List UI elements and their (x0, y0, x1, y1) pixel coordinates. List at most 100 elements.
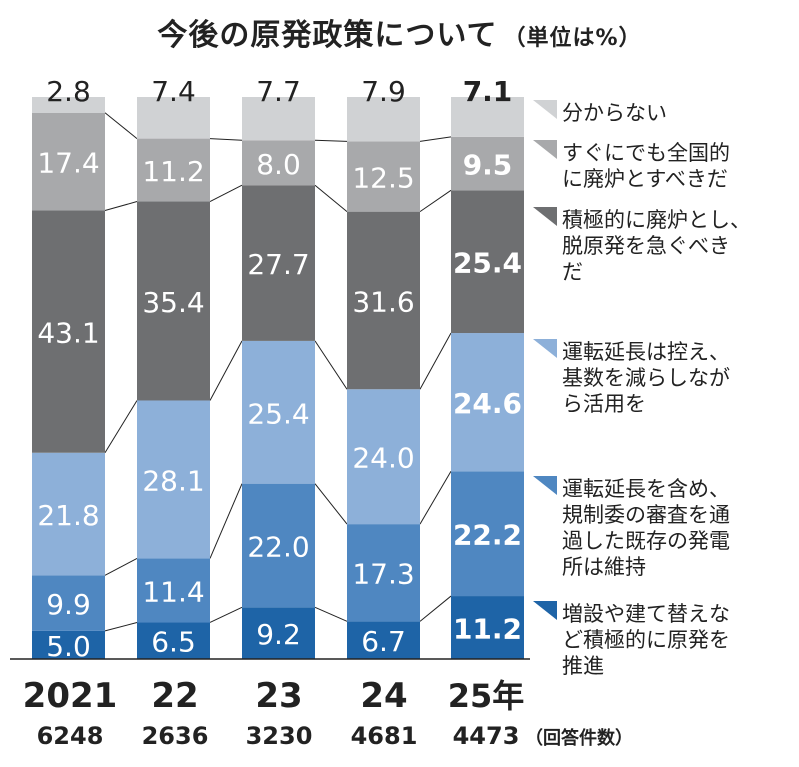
value-label: 25.4 (247, 397, 309, 430)
connector-line (209, 606, 243, 623)
bar-segment-abolish_immediately (242, 140, 315, 186)
connector-line (419, 471, 452, 525)
legend-label-maintain_existing: 所は維持 (562, 555, 646, 579)
value-label: 12.5 (352, 162, 414, 195)
legend-marker-uncertain (533, 100, 557, 119)
value-label: 9.5 (463, 149, 513, 182)
value-label: 24.6 (453, 387, 522, 420)
legend-label-abolish_actively: 積極的に廃炉とし、 (562, 208, 751, 232)
connector-line (419, 332, 452, 390)
value-label: 43.1 (37, 317, 99, 350)
connector-line (314, 340, 348, 390)
connector-line (314, 483, 348, 525)
category-label: 22 (151, 676, 198, 716)
bar-segment-extend_but_restrain (451, 333, 524, 472)
connector-line (104, 557, 138, 576)
value-label: 17.4 (37, 147, 99, 180)
legend-marker-promote (533, 601, 557, 620)
bar-segment-uncertain (32, 97, 105, 113)
connector-line (104, 112, 138, 139)
category-label: 24 (360, 676, 407, 716)
bar-segment-promote (137, 622, 210, 659)
value-label: 6.7 (361, 625, 406, 658)
legend-label-extend_but_restrain: 基数を減らしなが (562, 366, 730, 390)
legend-label-maintain_existing: 過した既存の発電 (562, 529, 730, 553)
chart-title-wrap: 今後の原発政策について （単位は%） (0, 10, 799, 54)
bar-segment-uncertain (242, 97, 315, 141)
connector-line (209, 483, 243, 559)
value-label: 7.1 (463, 75, 513, 108)
bar-segment-promote (451, 596, 524, 659)
bar-segment-maintain_existing (242, 483, 315, 608)
value-label: 7.9 (361, 75, 406, 108)
bar-segment-abolish_immediately (451, 136, 524, 191)
value-label: 31.6 (352, 285, 414, 318)
category-label: 2021 (23, 676, 118, 716)
bar-segment-abolish_actively (137, 201, 210, 401)
bar-segment-abolish_immediately (137, 138, 210, 202)
connector-line (209, 138, 243, 141)
value-label: 28.1 (142, 464, 204, 497)
value-label: 8.0 (256, 148, 301, 181)
legend-label-extend_but_restrain: 運転延長は控え、 (562, 340, 730, 364)
respondent-count: 6248 (37, 722, 104, 750)
connector-line (209, 184, 243, 202)
connector-line (314, 606, 348, 622)
connector-line (314, 139, 348, 142)
connector-line (314, 184, 348, 213)
value-label: 25.4 (453, 247, 522, 280)
legend-label-promote: ど積極的に原発を (562, 628, 730, 652)
bar-segment-promote (242, 607, 315, 659)
value-label: 11.4 (142, 575, 204, 608)
value-label: 22.0 (247, 530, 309, 563)
legend-label-extend_but_restrain: ら活用を (562, 392, 646, 416)
bar-segment-abolish_immediately (32, 112, 105, 211)
legend-label-uncertain: 分からない (562, 101, 667, 125)
legend-label-abolish_actively: 脱原発を急ぐべき (562, 234, 730, 258)
bar-segment-uncertain (137, 97, 210, 139)
chart-unit: （単位は%） (503, 26, 642, 51)
legend-label-maintain_existing: 運転延長を含め、 (562, 477, 730, 501)
legend-marker-maintain_existing (533, 476, 557, 495)
value-label: 11.2 (453, 613, 522, 646)
bar-segment-maintain_existing (347, 524, 420, 622)
bar-segment-abolish_actively (347, 211, 420, 390)
bar-segment-extend_but_restrain (32, 452, 105, 576)
value-label: 24.0 (352, 442, 414, 475)
respondent-count: 4473 (453, 722, 520, 750)
bar-segment-maintain_existing (451, 471, 524, 597)
bar-segment-uncertain (347, 97, 420, 142)
legend-marker-extend_but_restrain (533, 339, 557, 358)
respondent-count: 4681 (351, 722, 418, 750)
value-label: 7.4 (151, 75, 196, 108)
bar-segment-maintain_existing (32, 575, 105, 631)
respondent-count: 2636 (142, 722, 209, 750)
value-label: 35.4 (142, 286, 204, 319)
value-label: 9.2 (256, 618, 301, 651)
bar-segment-abolish_actively (32, 210, 105, 453)
chart-title: 今後の原発政策について (157, 18, 498, 53)
value-label: 17.3 (352, 558, 414, 591)
value-label: 5.0 (46, 630, 91, 663)
connector-line (104, 400, 138, 454)
value-label: 7.7 (256, 75, 301, 108)
bar-segment-maintain_existing (137, 558, 210, 623)
legend-label-maintain_existing: 規制委の審査を通 (562, 503, 730, 527)
value-label: 22.2 (453, 519, 522, 552)
value-label: 21.8 (37, 499, 99, 532)
category-label: 25年 (448, 677, 525, 715)
connector-line (104, 621, 138, 632)
bar-segment-extend_but_restrain (137, 400, 210, 559)
bar-segment-promote (32, 630, 105, 659)
legend-label-promote: 増設や建て替えな (562, 602, 730, 626)
legend-label-abolish_immediately: に廃炉とすべきだ (562, 167, 728, 191)
value-label: 11.2 (142, 155, 204, 188)
value-label: 6.5 (151, 626, 196, 659)
legend-label-abolish_immediately: すぐにでも全国的 (562, 141, 730, 165)
bar-segment-abolish_immediately (347, 141, 420, 212)
bar-segment-extend_but_restrain (347, 389, 420, 525)
legend-marker-abolish_immediately (533, 140, 557, 159)
legend-label-abolish_actively: だ (562, 260, 583, 284)
